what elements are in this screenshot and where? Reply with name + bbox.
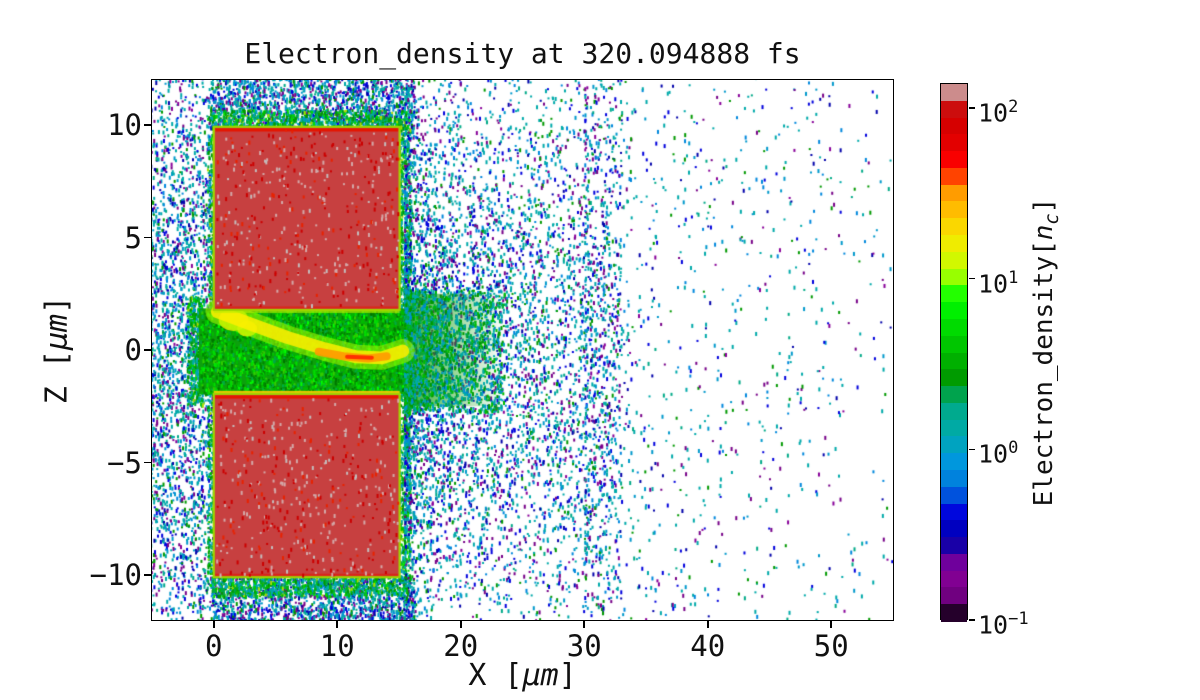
cbar-band (941, 235, 967, 253)
cbar-band (941, 402, 967, 421)
y-tick (144, 574, 151, 576)
plot-canvas (152, 80, 893, 620)
y-tick-label: 0 (124, 333, 142, 367)
cbar-band (941, 184, 967, 202)
colorbar-label: Electron_density[nc] (1029, 198, 1063, 507)
colorbar-gradient (941, 84, 967, 622)
z-axis-label: Z [μm] (40, 296, 75, 404)
x-tick (459, 621, 462, 628)
cbar-tick (969, 277, 975, 280)
cbar-tick (969, 448, 975, 451)
cbar-band (941, 302, 967, 320)
cbar-tick-label: 100 (978, 438, 1019, 469)
x-axis-label-unit: μm (522, 658, 559, 693)
x-tick-label: 30 (566, 629, 602, 663)
colorbar-label-var: nc (1028, 213, 1064, 241)
colorbar-label-text: Electron_density[ (1028, 240, 1059, 507)
z-axis-label-close: ] (39, 295, 75, 314)
z-axis-label-unit: μm (39, 313, 75, 350)
plot-title: Electron_density at 320.094888 fs (244, 37, 801, 70)
cbar-tick (969, 107, 975, 109)
y-tick-label: 5 (124, 220, 142, 255)
cbar-band (941, 285, 967, 303)
y-tick (144, 236, 151, 239)
cbar-band (941, 553, 967, 572)
cbar-band (941, 151, 967, 169)
cbar-band (941, 318, 967, 337)
cbar-band (941, 251, 967, 270)
x-tick (212, 621, 215, 628)
cbar-band (941, 537, 967, 555)
cbar-band (941, 352, 967, 370)
cbar-band (941, 268, 967, 286)
cbar-band (941, 100, 967, 119)
cbar-band (941, 419, 967, 437)
y-tick-label: 10 (107, 108, 142, 142)
x-axis-label-close: ] (558, 658, 577, 693)
cbar-band (941, 453, 967, 471)
x-tick-label: 50 (813, 629, 849, 663)
cbar-band (941, 84, 967, 102)
x-tick-label: 40 (690, 629, 726, 663)
cbar-band (941, 369, 967, 387)
cbar-band (941, 218, 967, 236)
x-tick-label: 0 (205, 629, 223, 663)
y-tick-label: −10 (89, 558, 142, 592)
x-axis-label: X [μm] (152, 658, 893, 693)
cbar-band (941, 167, 967, 186)
colorbar-label-close: ] (1028, 197, 1059, 214)
cbar-band (941, 604, 967, 622)
colorbar (940, 83, 968, 622)
cbar-band (941, 503, 967, 521)
x-tick-label: 20 (443, 629, 479, 663)
cbar-band (941, 486, 967, 505)
cbar-band (941, 335, 967, 353)
cbar-tick-label: 101 (978, 267, 1019, 298)
cbar-band (941, 587, 967, 605)
cbar-band (941, 469, 967, 488)
x-tick-label: 10 (319, 629, 355, 663)
x-tick (336, 621, 339, 628)
y-tick-label: −5 (107, 445, 142, 480)
cbar-tick-label: 10−1 (978, 609, 1029, 640)
cbar-band (941, 386, 967, 404)
cbar-band (941, 134, 967, 152)
x-tick (706, 621, 709, 628)
cbar-tick (969, 619, 975, 621)
cbar-band (941, 520, 967, 538)
cbar-band (941, 117, 967, 135)
x-tick (583, 621, 586, 628)
y-tick (144, 349, 151, 351)
cbar-band (941, 201, 967, 219)
cbar-band (941, 570, 967, 588)
cbar-tick-label: 102 (978, 96, 1019, 128)
y-tick (144, 124, 151, 126)
x-tick (830, 621, 833, 628)
z-axis-label-text: Z [ (39, 350, 75, 405)
cbar-band (941, 436, 967, 454)
x-axis-label-text: X [ (468, 658, 523, 693)
y-tick (144, 461, 151, 464)
